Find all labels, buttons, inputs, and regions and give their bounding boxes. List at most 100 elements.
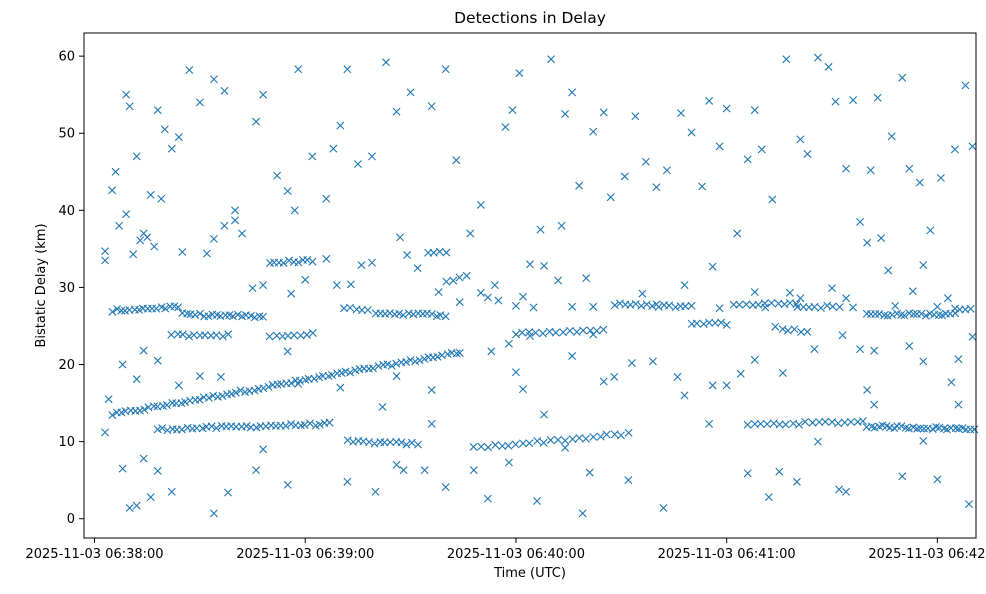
x-tick-label: 2025-11-03 06:40:00 [447, 547, 585, 562]
data-point [139, 454, 148, 463]
data-point [816, 303, 825, 312]
data-point [775, 420, 784, 429]
data-point [966, 425, 975, 434]
data-point [162, 401, 171, 410]
data-point [504, 441, 513, 450]
data-point [252, 466, 261, 475]
data-point [921, 311, 930, 320]
data-point [476, 200, 485, 209]
data-point [469, 466, 478, 475]
data-point [561, 436, 570, 445]
data-point [185, 66, 194, 74]
data-point [863, 385, 872, 394]
data-point [934, 311, 943, 319]
data-point [191, 310, 200, 319]
data-point [435, 247, 444, 256]
data-point [484, 443, 493, 452]
data-point [733, 229, 742, 238]
data-point [897, 422, 906, 431]
data-point [476, 288, 485, 297]
data-point [761, 303, 770, 312]
data-point [427, 385, 436, 394]
data-point [264, 382, 273, 391]
data-point [259, 90, 268, 99]
data-point [572, 327, 581, 336]
data-point [287, 419, 296, 428]
data-point [964, 500, 973, 509]
data-point [792, 477, 801, 486]
data-point [218, 332, 227, 341]
data-point [466, 229, 475, 238]
data-point [396, 233, 405, 242]
data-point [153, 425, 162, 434]
data-point [452, 156, 461, 165]
data-point [815, 418, 824, 426]
data-point [561, 443, 570, 452]
data-point [631, 112, 640, 121]
data-point [248, 284, 257, 293]
data-point [265, 332, 274, 341]
data-point [149, 402, 158, 411]
data-point [236, 386, 245, 395]
data-point [259, 384, 268, 393]
data-point [132, 501, 141, 510]
data-point [294, 379, 303, 388]
data-point [283, 480, 292, 489]
data-point [795, 420, 803, 429]
data-point [387, 361, 396, 370]
data-point [891, 301, 900, 310]
data-point [242, 422, 251, 431]
data-point [113, 304, 122, 313]
data-point [212, 424, 221, 433]
data-point [708, 262, 717, 271]
data-point [616, 431, 625, 440]
data-point [828, 284, 837, 293]
data-point [370, 439, 379, 448]
data-point [231, 216, 239, 225]
data-point [346, 280, 355, 289]
data-point [336, 121, 345, 130]
data-point [920, 424, 929, 433]
y-tick-label: 60 [58, 50, 75, 65]
data-point [909, 310, 918, 319]
data-point [589, 330, 598, 339]
data-point [315, 420, 324, 429]
data-point [828, 302, 837, 311]
data-point [559, 328, 568, 337]
data-point [129, 250, 138, 259]
data-point [783, 326, 792, 335]
x-axis-ticks: 2025-11-03 06:38:00 2025-11-03 06:39:00 20… [25, 538, 986, 562]
data-point [183, 309, 192, 318]
data-point [368, 364, 377, 373]
data-point [781, 420, 790, 429]
data-point [287, 289, 296, 298]
data-point [884, 266, 893, 275]
data-point [442, 248, 451, 257]
data-point [835, 485, 844, 494]
data-point [283, 187, 292, 196]
data-point [961, 81, 970, 90]
data-point [146, 190, 155, 199]
data-point [306, 419, 315, 428]
data-points [101, 53, 979, 518]
data-point [216, 372, 225, 381]
data-point [665, 301, 673, 310]
data-point [161, 304, 170, 313]
data-point [150, 242, 159, 251]
data-point [834, 419, 843, 428]
data-point [648, 357, 657, 366]
data-point [108, 411, 117, 420]
data-point [363, 306, 372, 314]
data-point [339, 304, 348, 313]
data-point [913, 424, 922, 433]
data-point [620, 172, 629, 181]
data-point [526, 260, 534, 269]
data-point [279, 258, 288, 267]
x-tick-label: 2025-11-03 06:41:00 [658, 547, 796, 562]
data-point [525, 439, 534, 448]
data-point [504, 458, 513, 467]
data-point [427, 310, 436, 319]
data-point [898, 73, 907, 82]
data-point [858, 417, 867, 426]
data-point [406, 88, 415, 97]
